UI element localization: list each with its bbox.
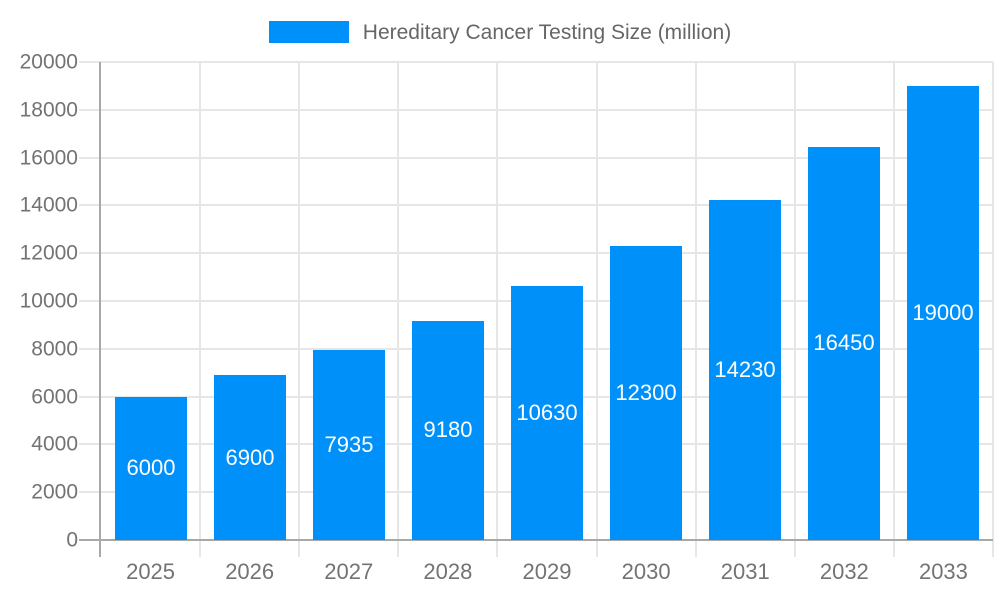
bar[interactable]: 7935 xyxy=(313,350,385,540)
bar-value-label: 7935 xyxy=(324,432,374,458)
bar-value-label: 12300 xyxy=(615,380,677,405)
y-tick-label: 2000 xyxy=(31,480,78,504)
x-grid-line xyxy=(694,62,697,540)
x-tick xyxy=(694,540,697,557)
x-tick-label: 2029 xyxy=(522,559,572,584)
x-grid-line xyxy=(892,62,895,540)
x-grid-line xyxy=(595,62,598,540)
y-tick xyxy=(79,347,101,350)
x-tick xyxy=(595,540,598,557)
bar[interactable]: 6000 xyxy=(115,396,187,540)
x-tick xyxy=(397,540,400,557)
bar-value-label: 19000 xyxy=(912,299,974,325)
y-tick-label: 6000 xyxy=(31,385,78,409)
x-tick-label: 2025 xyxy=(126,559,176,584)
x-grid-line xyxy=(793,62,796,540)
x-tick-label: 2026 xyxy=(225,559,275,584)
legend-swatch xyxy=(268,21,349,43)
y-grid-line xyxy=(101,108,993,111)
x-grid-line xyxy=(199,62,202,540)
y-tick-label: 20000 xyxy=(19,50,78,74)
y-tick xyxy=(79,491,101,494)
y-tick-label: 18000 xyxy=(19,98,78,122)
y-tick xyxy=(79,204,101,207)
bar-value-label: 6000 xyxy=(126,455,176,481)
y-tick-label: 14000 xyxy=(19,193,78,217)
x-tick xyxy=(992,540,994,557)
bar-value-label: 14230 xyxy=(714,356,776,382)
bar[interactable]: 19000 xyxy=(907,85,979,540)
bar[interactable]: 10630 xyxy=(511,285,583,540)
y-axis-line xyxy=(99,62,101,557)
bar-value-label: 6900 xyxy=(225,444,275,470)
y-tick xyxy=(79,156,101,159)
x-grid-line xyxy=(992,62,994,540)
x-tick-label: 2031 xyxy=(720,559,770,584)
x-grid-line xyxy=(298,62,301,540)
x-tick-label: 2027 xyxy=(324,559,374,584)
bar[interactable]: 16450 xyxy=(808,146,880,540)
y-tick xyxy=(79,300,101,302)
y-tick xyxy=(79,395,101,398)
y-tick-label: 8000 xyxy=(31,337,78,361)
y-tick-label: 12000 xyxy=(19,241,78,265)
x-tick-label: 2033 xyxy=(918,559,968,584)
y-tick-label: 16000 xyxy=(19,146,78,170)
legend-label: Hereditary Cancer Testing Size (million) xyxy=(362,20,732,44)
bar-value-label: 10630 xyxy=(516,399,578,425)
x-tick xyxy=(892,540,895,557)
x-tick xyxy=(496,540,499,557)
y-tick xyxy=(79,108,101,111)
bar[interactable]: 12300 xyxy=(610,246,682,540)
x-tick xyxy=(199,540,202,557)
bar[interactable]: 14230 xyxy=(709,199,781,540)
bar[interactable]: 9180 xyxy=(412,320,484,540)
y-tick xyxy=(79,61,101,63)
x-grid-line xyxy=(397,62,400,540)
legend[interactable]: Hereditary Cancer Testing Size (million) xyxy=(0,21,1000,43)
x-tick-label: 2028 xyxy=(423,559,473,584)
bar[interactable]: 6900 xyxy=(214,375,286,540)
x-grid-line xyxy=(496,62,499,540)
y-tick xyxy=(79,252,101,255)
y-tick xyxy=(79,443,101,446)
x-tick xyxy=(793,540,796,557)
y-tick xyxy=(79,539,101,541)
x-tick xyxy=(298,540,301,557)
x-tick-label: 2032 xyxy=(819,559,869,584)
x-tick-label: 2030 xyxy=(621,559,671,584)
y-tick-label: 4000 xyxy=(31,432,78,456)
bar-value-label: 9180 xyxy=(423,417,473,443)
y-tick-label: 10000 xyxy=(19,289,78,313)
bar-value-label: 16450 xyxy=(813,330,875,356)
y-tick-label: 0 xyxy=(66,528,78,552)
y-grid-line xyxy=(101,61,993,63)
